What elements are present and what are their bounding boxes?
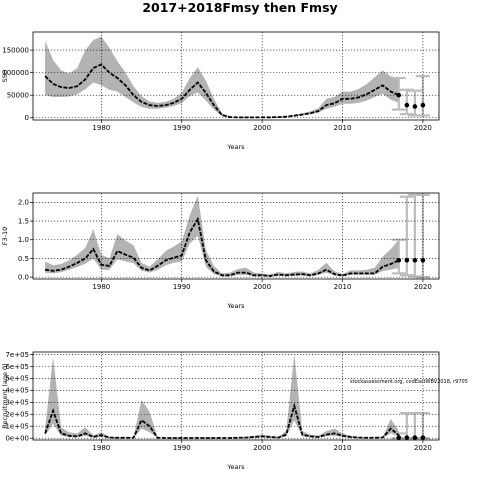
y-tick-label: 0.5 bbox=[18, 255, 29, 263]
x-tick-label: 2010 bbox=[334, 283, 352, 291]
fbar-x-axis-label: Years bbox=[226, 302, 245, 310]
ssb-projection-point bbox=[396, 92, 402, 98]
recruitment-projection-point bbox=[404, 435, 410, 440]
recruitment-y-axis-label: Recruitment (age 0) bbox=[1, 363, 9, 428]
y-tick-label: 50000 bbox=[7, 92, 29, 100]
panel-ssb: 1980 1990 2000 2010 2020 0 50000 100000 150000 Ye… bbox=[1, 31, 440, 151]
y-tick-label: 150000 bbox=[2, 46, 29, 54]
ssb-projection-errorbar bbox=[407, 89, 422, 117]
recruitment-projection-point bbox=[396, 435, 402, 440]
x-tick-label: 1980 bbox=[92, 444, 110, 452]
panel-recruitment: 1980 1990 2000 2010 2020 0e+00 1e+05 2e+05 3e+05… bbox=[1, 351, 440, 471]
y-tick-label: 6e+05 bbox=[5, 363, 29, 371]
ssb-projection-point bbox=[420, 102, 426, 108]
x-tick-label: 2010 bbox=[334, 444, 352, 452]
x-tick-label: 2020 bbox=[414, 283, 432, 291]
y-tick-label: 100000 bbox=[2, 69, 29, 77]
fbar-estimate-line bbox=[44, 216, 400, 277]
panels: 1980 1990 2000 2010 2020 0 50000 100000 150000 Ye… bbox=[1, 31, 440, 471]
panel-fbar: 1980 1990 2000 2010 2020 0.0 0.5 1.0 1.5 2.0 Years… bbox=[1, 192, 440, 310]
x-tick-label: 2010 bbox=[334, 124, 352, 132]
ssb-estimate-line bbox=[44, 63, 400, 119]
fbar-projection-point bbox=[396, 258, 402, 263]
fbar-projection-point bbox=[412, 258, 418, 263]
fbar-projection-point bbox=[420, 258, 426, 263]
y-tick-label: 1.5 bbox=[18, 217, 29, 225]
y-tick-label: 3e+05 bbox=[5, 399, 29, 407]
x-tick-label: 2000 bbox=[253, 444, 271, 452]
recruitment-projection-point bbox=[420, 435, 426, 440]
fbar-projection-errorbar bbox=[399, 195, 414, 277]
y-tick-label: 0e+00 bbox=[5, 435, 29, 443]
ssb-y-axis-label: SSB bbox=[1, 70, 9, 83]
fbar-projection-errorbar bbox=[407, 193, 422, 278]
y-tick-label: 0.0 bbox=[18, 274, 29, 282]
recruitment-projection-errorbar bbox=[407, 411, 422, 440]
y-tick-label: 2.0 bbox=[18, 199, 29, 207]
x-tick-label: 1990 bbox=[173, 283, 191, 291]
recruitment-x-axis-label: Years bbox=[226, 463, 245, 471]
x-tick-label: 2000 bbox=[253, 283, 271, 291]
y-tick-label: 5e+05 bbox=[5, 375, 29, 383]
fbar-y-axis-label: F3-10 bbox=[1, 227, 9, 246]
y-tick-label: 1.0 bbox=[18, 236, 29, 244]
figure-title: 2017+2018Fmsy then Fmsy bbox=[142, 0, 337, 15]
x-tick-label: 2000 bbox=[253, 124, 271, 132]
y-tick-label: 2e+05 bbox=[5, 411, 29, 419]
recruitment-estimate-line bbox=[44, 402, 400, 439]
ssb-confidence-band bbox=[45, 36, 399, 118]
x-tick-label: 1980 bbox=[92, 124, 110, 132]
x-tick-label: 1990 bbox=[173, 124, 191, 132]
fbar-confidence-band bbox=[45, 195, 399, 277]
recruitment-projection-errorbar bbox=[415, 411, 430, 440]
annotation-text: stockassessment.org, codEastWBV2018, r97… bbox=[350, 379, 468, 385]
ssb-projection-point bbox=[404, 102, 410, 108]
y-tick-label: 1e+05 bbox=[5, 423, 29, 431]
ssb-projection-point bbox=[412, 104, 418, 109]
x-tick-label: 2020 bbox=[414, 124, 432, 132]
ssb-x-axis-label: Years bbox=[226, 143, 245, 151]
ssb-plot-frame bbox=[32, 31, 440, 121]
recruitment-plot-frame bbox=[32, 351, 440, 441]
recruitment-projection-point bbox=[412, 435, 418, 440]
fbar-projection-point bbox=[404, 258, 410, 263]
fbar-plot-frame bbox=[32, 192, 440, 280]
y-tick-label: 7e+05 bbox=[5, 351, 29, 359]
y-tick-label: 4e+05 bbox=[5, 387, 29, 395]
x-tick-label: 1990 bbox=[173, 444, 191, 452]
recruitment-confidence-band bbox=[45, 354, 399, 439]
y-tick-label: 0 bbox=[25, 114, 29, 122]
x-tick-label: 2020 bbox=[414, 444, 432, 452]
x-tick-label: 1980 bbox=[92, 283, 110, 291]
